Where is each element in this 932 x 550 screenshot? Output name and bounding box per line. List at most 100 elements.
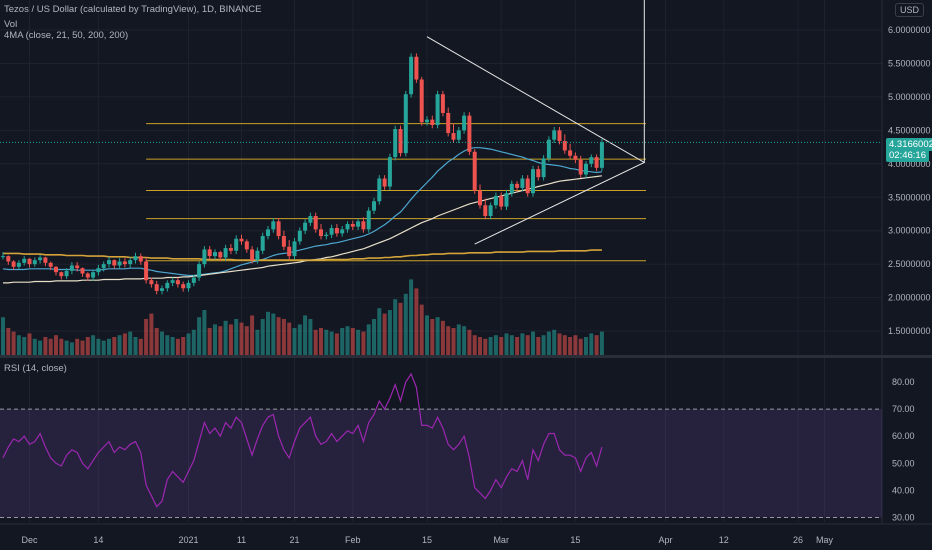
volume-bar [59, 338, 64, 355]
candle-body [213, 252, 217, 257]
volume-bar [181, 337, 186, 355]
volume-bar [6, 328, 11, 355]
candle-body [266, 229, 270, 237]
candle-body [372, 201, 376, 211]
candle-body [202, 249, 207, 265]
candle-body [493, 195, 498, 206]
ma-50-line [3, 175, 602, 284]
volume-bar [223, 320, 228, 355]
candle [546, 136, 551, 162]
candle [223, 244, 228, 261]
candle [38, 254, 43, 264]
candle-body [281, 236, 286, 247]
candle-body [584, 163, 588, 175]
volume-bar [440, 320, 445, 355]
candle [32, 257, 37, 267]
candle-body [398, 129, 403, 154]
candle [122, 258, 127, 268]
volume-bar [345, 326, 350, 355]
volume-bar [462, 326, 467, 355]
volume-bar [509, 335, 514, 355]
volume-bar [366, 324, 371, 355]
volume-bar [435, 317, 440, 355]
candle [6, 255, 11, 265]
candle-body [91, 272, 96, 278]
volume-bar [48, 338, 53, 355]
price-tick-label: 4.0000000 [888, 159, 931, 169]
volume-bar [568, 337, 573, 355]
volume-bar [91, 335, 96, 355]
candle-body [409, 56, 414, 95]
candle [107, 256, 111, 268]
candle [451, 123, 456, 144]
candle-body [64, 270, 69, 277]
candle [75, 262, 80, 272]
candle-body [451, 133, 456, 140]
candle [430, 115, 435, 129]
candle-body [22, 258, 27, 263]
chart-title: Tezos / US Dollar (calculated by Trading… [4, 4, 262, 15]
candle [244, 239, 249, 253]
candle-body [488, 205, 493, 216]
candle [191, 274, 196, 287]
candle [160, 285, 164, 295]
volume-bar [202, 310, 207, 355]
candle [128, 257, 133, 268]
candle-body [340, 229, 345, 234]
ma-legend: 4MA (close, 21, 50, 200, 200) [4, 30, 129, 41]
candle [1, 252, 5, 260]
candle [48, 261, 53, 271]
candle [54, 266, 58, 276]
volume-bar [170, 337, 175, 355]
volume-legend: Vol [4, 19, 18, 30]
candle [69, 262, 74, 275]
volume-bar [149, 313, 154, 355]
volume-bar [419, 304, 424, 355]
currency-selector[interactable]: USD [894, 3, 924, 17]
candle [345, 221, 350, 233]
rsi-tick-label: 70.00 [892, 404, 915, 414]
candle-body [160, 288, 164, 291]
time-tick-label: Mar [493, 535, 509, 545]
candle [101, 261, 106, 272]
candle [281, 230, 286, 251]
candle-body [440, 94, 445, 113]
candle [11, 260, 16, 271]
candle [319, 224, 323, 240]
candle [96, 264, 101, 276]
candle-body [175, 280, 180, 285]
time-tick-label: Dec [21, 535, 38, 545]
rsi-tick-label: 80.00 [892, 377, 915, 387]
candle-body [345, 224, 350, 230]
candle [197, 261, 202, 281]
candle [112, 259, 117, 269]
candle-body [228, 248, 233, 251]
volume-bar [387, 310, 392, 355]
candle [435, 90, 440, 129]
volume-bar [430, 319, 435, 355]
candle-body [414, 56, 419, 80]
candle-body [382, 178, 387, 187]
rsi-band-fill [0, 409, 882, 518]
candle [186, 280, 191, 292]
candle-body [218, 252, 223, 258]
time-tick-label: 21 [289, 535, 299, 545]
candle [59, 271, 64, 280]
candle-body [122, 261, 127, 265]
volume-bar [276, 317, 281, 355]
volume-bar [340, 328, 345, 355]
candle-body [207, 249, 212, 257]
candle-body [419, 79, 424, 123]
volume-bar [536, 337, 541, 355]
candle-body [350, 224, 355, 227]
candle-body [54, 266, 58, 273]
volume-bar [499, 337, 504, 355]
volume-bar [96, 338, 101, 355]
volume-bar [557, 333, 562, 355]
price-tick-label: 2.5000000 [888, 259, 931, 269]
candle [340, 226, 345, 237]
candle [27, 258, 32, 268]
candle [541, 155, 546, 181]
